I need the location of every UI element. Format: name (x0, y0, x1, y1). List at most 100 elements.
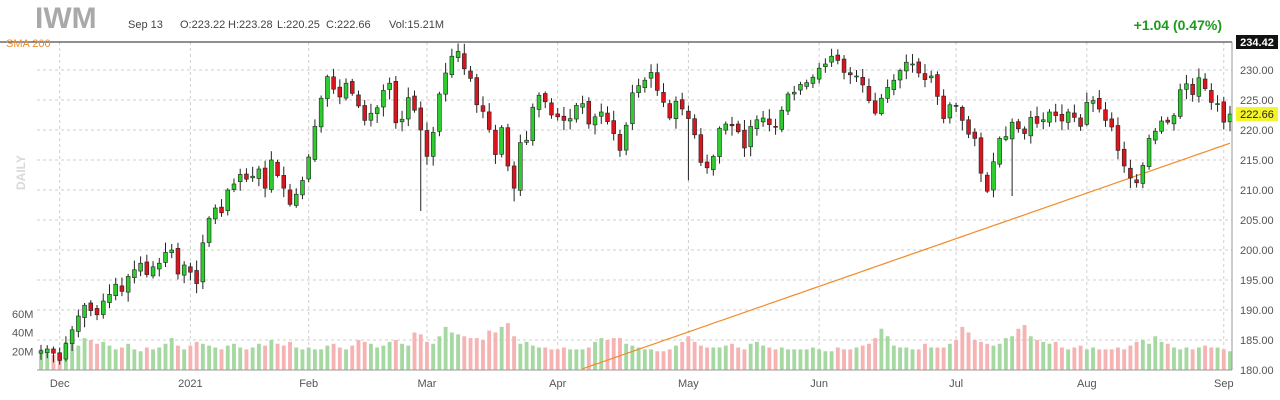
candle-body (518, 142, 523, 191)
candle-body (256, 168, 262, 179)
volume-bar (929, 347, 934, 370)
volume-bar (692, 341, 697, 370)
candle-body (866, 86, 872, 101)
volume-bar (1140, 340, 1145, 370)
volume-bar (344, 349, 348, 370)
volume-bar (972, 340, 977, 370)
candle-body (231, 183, 237, 190)
candle-body (1097, 97, 1102, 110)
candle-body (1109, 118, 1114, 128)
candle-body (101, 300, 106, 315)
candle-body (972, 131, 977, 139)
volume-bar (126, 343, 131, 370)
candle-body (1128, 167, 1133, 179)
volume-bar (412, 332, 417, 370)
candle-body (904, 61, 909, 72)
candle-body (524, 139, 529, 143)
candle-body (698, 134, 704, 163)
candle-body (51, 348, 56, 354)
candle-body (356, 94, 361, 107)
candle-body (63, 343, 69, 360)
volume-bar (723, 345, 728, 370)
candle-body (891, 79, 897, 90)
candle-body (717, 127, 722, 157)
volume-bar (1047, 343, 1052, 370)
volume-bar (916, 349, 921, 370)
volume-bar (157, 347, 162, 370)
time-tick-label: Sep (1214, 378, 1234, 390)
volume-value: Vol:15.21M (389, 19, 445, 31)
volume-bar (1097, 349, 1102, 370)
candle-body (157, 262, 162, 270)
volume-bar (456, 334, 461, 370)
volume-bar (910, 349, 915, 370)
volume-bar (474, 338, 479, 370)
volume-bar (493, 332, 498, 370)
volume-bar (786, 349, 790, 370)
volume-bar (387, 341, 392, 370)
volume-bar (381, 345, 386, 370)
volume-bars (39, 323, 1232, 370)
candle-body (113, 283, 118, 296)
candle-body (468, 70, 473, 79)
candle-body (1034, 116, 1040, 124)
candle-body (648, 72, 654, 79)
time-tick-label: 2021 (178, 378, 202, 390)
candle-body (237, 174, 243, 182)
volume-bar (611, 338, 616, 370)
volume-bar (1178, 349, 1183, 370)
candle-body (486, 111, 492, 130)
candle-body (729, 124, 735, 127)
candle-body (1196, 77, 1202, 97)
volume-bar (1003, 338, 1008, 370)
candle-body (337, 86, 343, 98)
volume-bar (182, 349, 187, 370)
candle-body (1022, 128, 1027, 134)
volume-bar (779, 347, 784, 370)
candle-body (910, 63, 915, 66)
volume-bar (642, 349, 647, 370)
volume-bar (449, 332, 454, 370)
volume-bar (356, 340, 361, 370)
time-tick-label: Jul (949, 378, 963, 390)
candle-body (879, 97, 884, 114)
candle-body (617, 134, 623, 151)
quote-date: Sep 13 (128, 19, 163, 31)
candle-body (1159, 120, 1164, 132)
volume-bar (312, 349, 317, 370)
candle-body (1084, 102, 1090, 125)
volume-bar (319, 349, 324, 370)
volume-bar (70, 343, 75, 370)
volume-bar (555, 349, 560, 370)
volume-bar (1028, 336, 1033, 370)
candle-body (792, 91, 797, 95)
volume-bar (1109, 349, 1114, 370)
volume-bar (194, 341, 199, 370)
volume-bar (904, 347, 909, 370)
volume-bar (138, 351, 143, 370)
volume-bar (767, 347, 772, 370)
candle-body (474, 77, 479, 106)
candle-body (804, 82, 809, 87)
candle-body (991, 161, 996, 191)
volume-bar (244, 349, 249, 370)
candle-body (343, 82, 349, 99)
volume-bar (829, 351, 834, 370)
volume-bar (568, 349, 573, 370)
candle-body (567, 118, 573, 122)
candle-body (580, 103, 585, 108)
volume-bar (804, 349, 809, 370)
price-tick-label: 210.00 (1240, 185, 1274, 197)
volume-bar (200, 343, 205, 370)
volume-bar (1172, 347, 1176, 370)
volume-bar (1122, 349, 1127, 370)
volume-bar (425, 341, 429, 370)
volume-bar (810, 347, 815, 370)
candle-body (835, 54, 841, 61)
time-tick-label: Feb (299, 378, 318, 390)
volume-bar (151, 349, 155, 370)
volume-bar (1159, 341, 1164, 370)
volume-bar (524, 341, 529, 370)
candle-body (935, 74, 940, 97)
volume-bar (711, 347, 716, 370)
